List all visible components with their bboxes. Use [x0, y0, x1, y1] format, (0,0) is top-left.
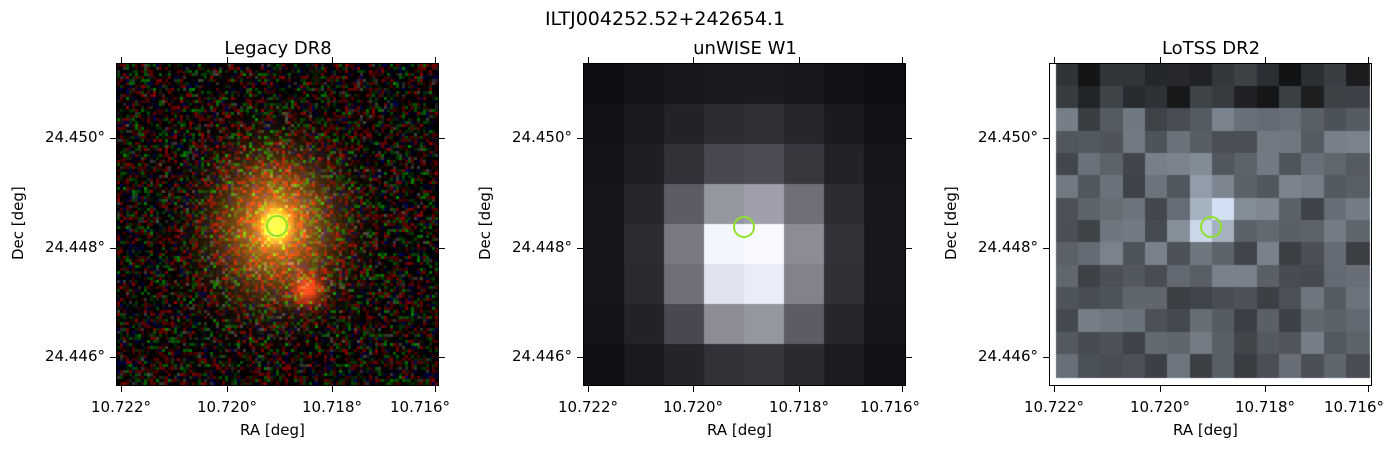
- x-tick-label: 10.718°: [769, 398, 829, 416]
- y-tick-label: 24.448°: [512, 238, 572, 256]
- y-tick-label: 24.450°: [512, 128, 572, 146]
- x-tick-label: 10.718°: [1235, 398, 1295, 416]
- y-tick-label: 24.450°: [45, 128, 105, 146]
- y-tick-label: 24.446°: [45, 347, 105, 365]
- y-axis-label: Dec [deg]: [9, 186, 27, 260]
- source-marker: [733, 216, 755, 238]
- panel-title: unWISE W1: [693, 38, 797, 59]
- figure-title: ILTJ004252.52+242654.1: [544, 8, 786, 30]
- image-legacy: [116, 63, 439, 386]
- y-tick-label: 24.446°: [512, 347, 572, 365]
- panel-title: Legacy DR8: [224, 38, 332, 59]
- x-tick-label: 10.716°: [390, 398, 450, 416]
- y-tick-label: 24.450°: [978, 128, 1038, 146]
- source-marker: [266, 215, 288, 237]
- y-tick-label: 24.448°: [978, 238, 1038, 256]
- image-unwise: [583, 63, 906, 386]
- y-axis-label: Dec [deg]: [476, 186, 494, 260]
- image-lotss: [1049, 63, 1372, 386]
- x-tick-label: 10.716°: [1324, 398, 1384, 416]
- x-tick-label: 10.722°: [558, 398, 618, 416]
- source-marker: [1200, 216, 1222, 238]
- x-tick-label: 10.720°: [1130, 398, 1190, 416]
- y-tick-label: 24.448°: [45, 238, 105, 256]
- x-axis-label: RA [deg]: [240, 421, 305, 439]
- panel-title: LoTSS DR2: [1161, 38, 1261, 59]
- x-tick-label: 10.722°: [91, 398, 151, 416]
- x-axis-label: RA [deg]: [1173, 421, 1238, 439]
- y-axis-label: Dec [deg]: [942, 186, 960, 260]
- x-tick-label: 10.718°: [302, 398, 362, 416]
- x-tick-label: 10.720°: [663, 398, 723, 416]
- x-tick-label: 10.720°: [197, 398, 257, 416]
- x-tick-label: 10.716°: [860, 398, 920, 416]
- y-tick-label: 24.446°: [978, 347, 1038, 365]
- x-axis-label: RA [deg]: [707, 421, 772, 439]
- x-tick-label: 10.722°: [1024, 398, 1084, 416]
